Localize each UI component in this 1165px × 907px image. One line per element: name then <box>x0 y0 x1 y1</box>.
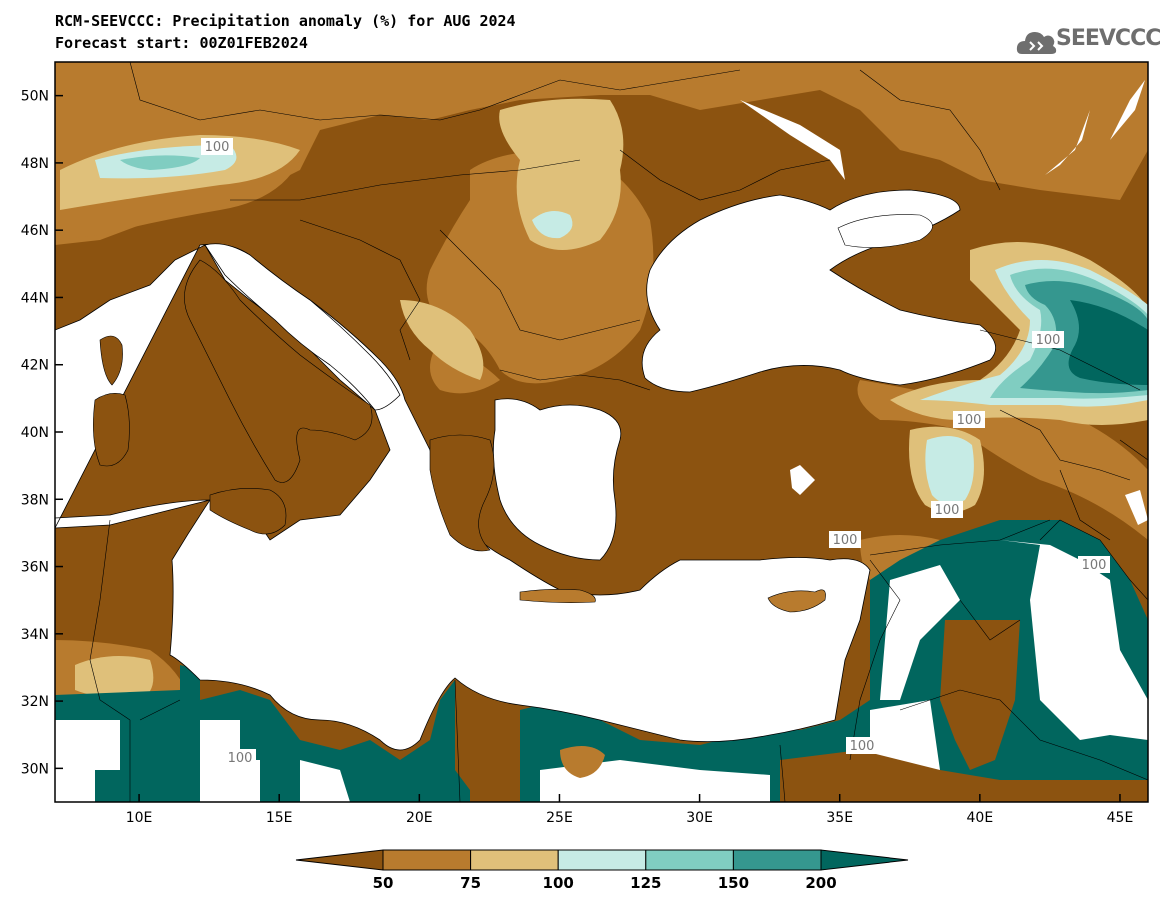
italy-peninsula <box>184 259 373 483</box>
field-50-75-libya <box>560 746 605 778</box>
colorbar-label: 200 <box>805 874 836 892</box>
lat-tick-label: 48N <box>21 156 49 172</box>
sea-of-azov <box>837 214 933 248</box>
island-corsica <box>99 335 123 386</box>
contour-labels: 100 100 100 100 100 100 100 100 <box>201 138 1110 766</box>
colorbar: 50 75 100 125 150 200 <box>295 849 909 892</box>
field-below-50-egypt <box>780 750 1148 802</box>
lon-tick-label: 45E <box>1107 810 1134 826</box>
country-borders <box>89 62 1148 802</box>
contour-label: 100 <box>228 751 253 766</box>
lat-tick-label: 40N <box>21 425 49 441</box>
longitude-axis: 10E 15E 20E 25E 30E 35E 40E 45E <box>126 794 1134 826</box>
colorbar-box <box>732 849 822 871</box>
map-field <box>55 62 1148 802</box>
contour-label: 100 <box>205 140 230 155</box>
island-sicily <box>209 488 287 535</box>
contour-label: 100 <box>957 413 982 428</box>
colorbar-box <box>557 849 647 871</box>
colorbar-label: 150 <box>718 874 749 892</box>
colorbar-box <box>470 849 559 871</box>
map-title: RCM-SEEVCCC: Precipitation anomaly (%) f… <box>55 12 516 30</box>
field-50-75-north <box>55 62 1148 245</box>
lat-tick-label: 32N <box>21 694 49 710</box>
field-125-150-alps <box>120 155 200 170</box>
field-75-100-africa <box>75 656 154 700</box>
contour-label: 100 <box>833 533 858 548</box>
no-data-south <box>55 540 1148 802</box>
field-75-100-italy <box>400 300 484 380</box>
adriatic-sea <box>204 243 401 411</box>
cloud-logo-icon <box>1016 32 1057 54</box>
field-100-125-anatolia <box>925 436 974 504</box>
lat-tick-label: 38N <box>21 492 49 508</box>
lon-tick-label: 20E <box>406 810 433 826</box>
black-sea <box>641 189 997 393</box>
lat-tick-label: 42N <box>21 358 49 374</box>
lon-tick-label: 30E <box>686 810 713 826</box>
forecast-start: Forecast start: 00Z01FEB2024 <box>55 34 308 52</box>
contour-label: 100 <box>935 503 960 518</box>
no-data-ukraine <box>740 80 1148 525</box>
colorbar-label: 50 <box>373 874 394 892</box>
lon-tick-label: 40E <box>967 810 994 826</box>
lat-tick-label: 30N <box>21 761 49 777</box>
aegean-sea <box>492 398 622 561</box>
colorbar-below-arrow <box>295 849 384 871</box>
colorbar-box <box>645 849 734 871</box>
latitude-axis: 30N 32N 34N 36N 38N 40N 42N 44N 46N 48N 50N <box>21 89 63 777</box>
logo-text: SEEVCCC <box>1056 26 1161 51</box>
contour-label: 100 <box>1036 333 1061 348</box>
island-crete <box>519 589 596 603</box>
lon-tick-label: 35E <box>826 810 853 826</box>
contour-label: 100 <box>850 739 875 754</box>
colorbar-label: 125 <box>630 874 661 892</box>
lon-tick-label: 10E <box>126 810 153 826</box>
colorbar-label: 75 <box>460 874 481 892</box>
field-75-100-carpathia <box>499 98 624 250</box>
lat-tick-label: 44N <box>21 290 49 306</box>
colorbar-box <box>382 849 472 871</box>
lat-tick-label: 50N <box>21 89 49 105</box>
field-above-200-caucasus <box>1068 300 1148 385</box>
island-cyprus <box>767 589 826 613</box>
lat-tick-label: 36N <box>21 560 49 576</box>
lon-tick-label: 25E <box>546 810 573 826</box>
field-100-125-carpathia <box>532 211 573 239</box>
lon-tick-label: 15E <box>266 810 293 826</box>
contour-label: 100 <box>1082 558 1107 573</box>
greece-peninsula <box>429 434 495 552</box>
lat-tick-label: 46N <box>21 223 49 239</box>
colorbar-above-arrow <box>820 849 909 871</box>
lat-tick-label: 34N <box>21 627 49 643</box>
colorbar-label: 100 <box>543 874 574 892</box>
island-sardinia <box>93 393 130 467</box>
